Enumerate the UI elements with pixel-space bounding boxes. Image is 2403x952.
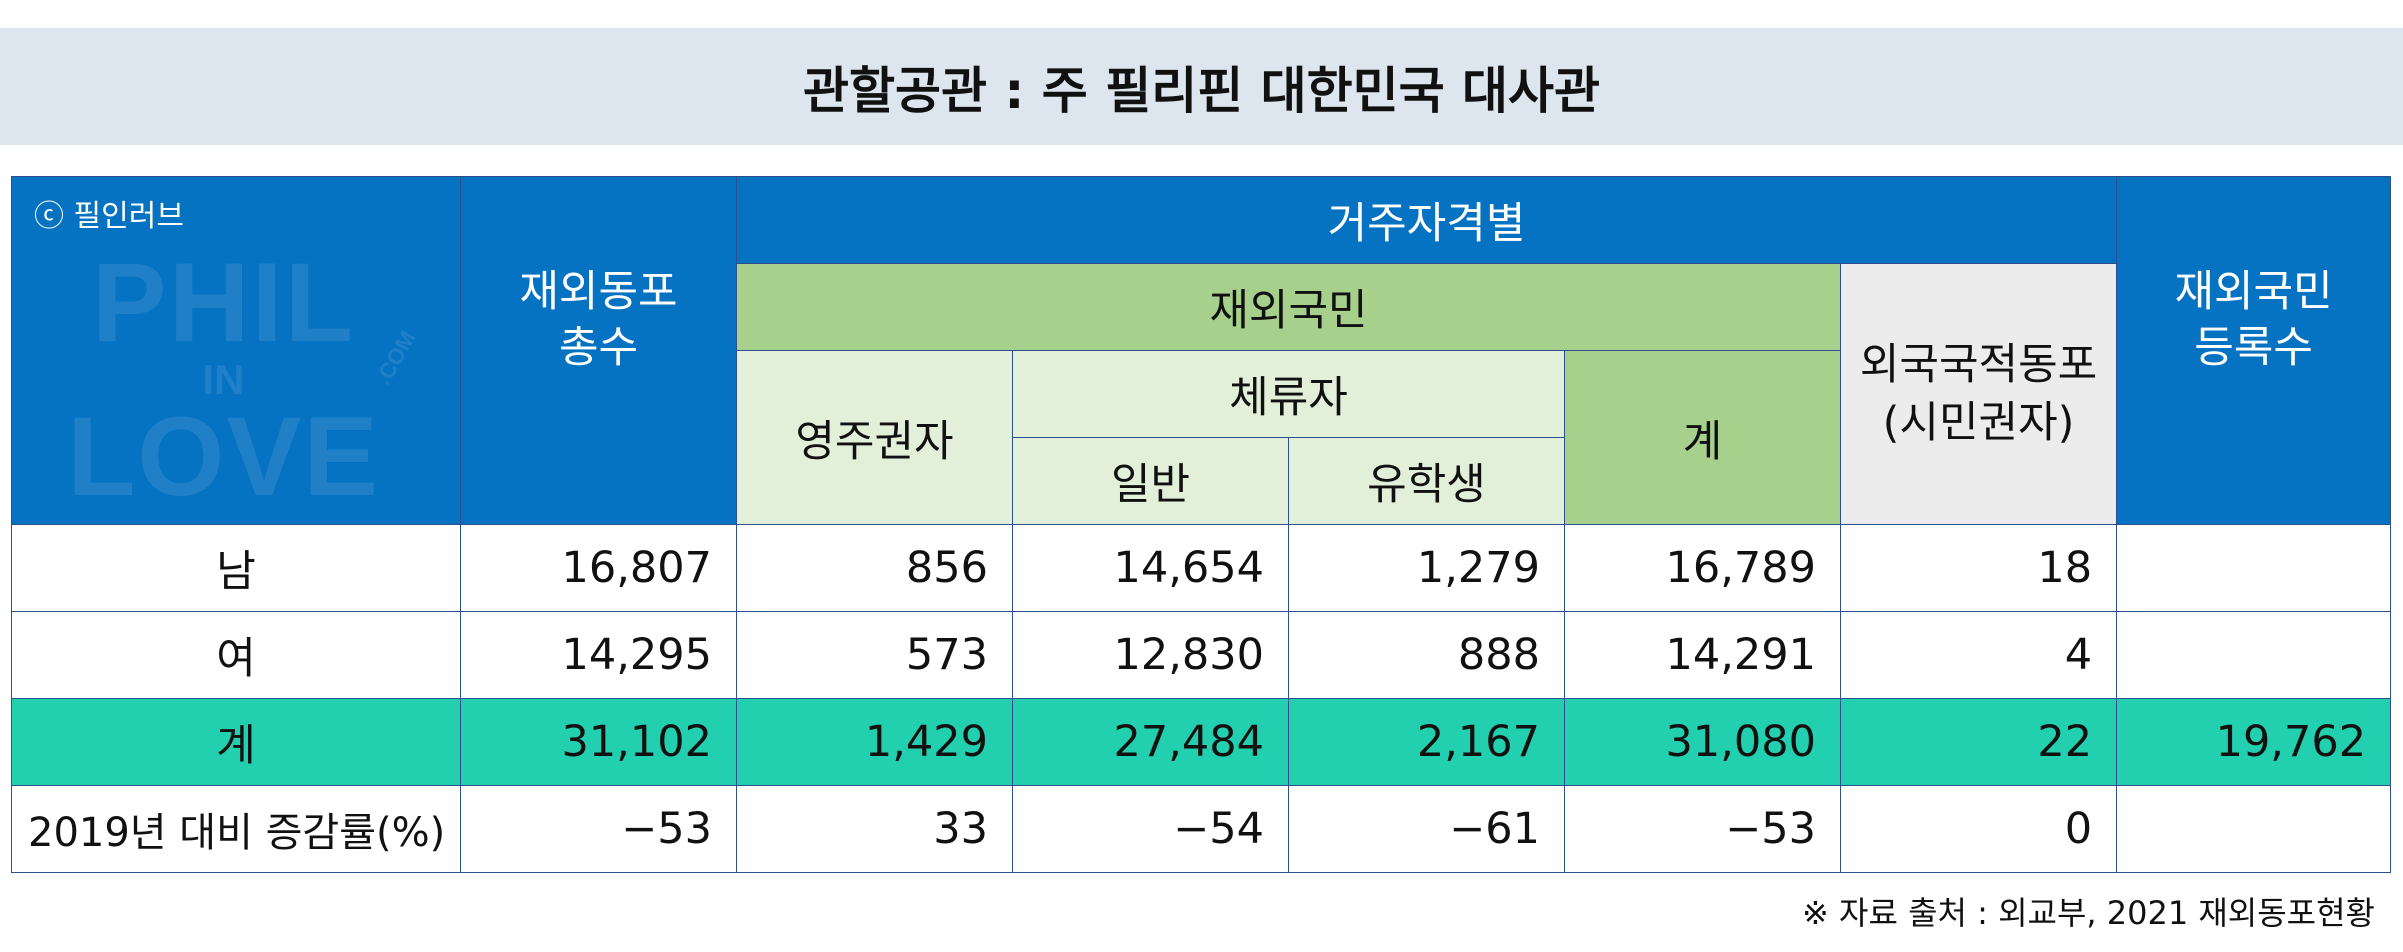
cell-registered bbox=[2116, 611, 2392, 699]
table-row-male: 남 16,807 856 14,654 1,279 16,789 18 bbox=[11, 524, 2392, 612]
row-label: 여 bbox=[11, 611, 461, 699]
cell-general: 27,484 bbox=[1012, 698, 1289, 786]
cell-total: 14,295 bbox=[460, 611, 737, 699]
cell-general: 12,830 bbox=[1012, 611, 1289, 699]
watermark-cell: ⓒ 필인러브 PHIL IN LOVE .COM bbox=[11, 176, 461, 525]
cell-subtotal: 31,080 bbox=[1564, 698, 1841, 786]
cell-registered bbox=[2116, 785, 2392, 873]
statistics-table: ⓒ 필인러브 PHIL IN LOVE .COM 재외동포 총수 거주자격별 재… bbox=[11, 176, 2392, 873]
header-permanent: 영주권자 bbox=[736, 350, 1013, 525]
cell-students: −61 bbox=[1288, 785, 1565, 873]
cell-subtotal: −53 bbox=[1564, 785, 1841, 873]
cell-total: −53 bbox=[460, 785, 737, 873]
cell-foreign: 0 bbox=[1839, 785, 2118, 873]
cell-permanent: 573 bbox=[736, 611, 1013, 699]
header-subtotal: 계 bbox=[1564, 350, 1841, 525]
table-row-female: 여 14,295 573 12,830 888 14,291 4 bbox=[11, 611, 2392, 699]
source-note: ※ 자료 출처 : 외교부, 2021 재외동포현황 bbox=[1802, 894, 2375, 932]
cell-permanent: 33 bbox=[736, 785, 1013, 873]
cell-general: 14,654 bbox=[1012, 524, 1289, 612]
header-total: 재외동포 총수 bbox=[460, 176, 737, 525]
header-sojourners: 체류자 bbox=[1012, 350, 1565, 438]
cell-subtotal: 16,789 bbox=[1564, 524, 1841, 612]
header-by-residence: 거주자격별 bbox=[735, 176, 2118, 264]
row-label: 계 bbox=[11, 698, 461, 786]
header-general: 일반 bbox=[1012, 437, 1289, 525]
header-nationals: 재외국민 bbox=[736, 263, 1841, 351]
cell-registered bbox=[2116, 524, 2392, 612]
cell-total: 31,102 bbox=[460, 698, 737, 786]
cell-foreign: 22 bbox=[1839, 698, 2118, 786]
cell-students: 2,167 bbox=[1288, 698, 1565, 786]
row-label: 2019년 대비 증감률(%) bbox=[11, 785, 461, 873]
title-bar: 관할공관 : 주 필리핀 대한민국 대사관 bbox=[0, 28, 2403, 145]
cell-permanent: 856 bbox=[736, 524, 1013, 612]
cell-students: 1,279 bbox=[1288, 524, 1565, 612]
cell-total: 16,807 bbox=[460, 524, 737, 612]
table-row-total: 계 31,102 1,429 27,484 2,167 31,080 22 19… bbox=[11, 698, 2392, 786]
cell-subtotal: 14,291 bbox=[1564, 611, 1841, 699]
cell-foreign: 4 bbox=[1839, 611, 2118, 699]
cell-foreign: 18 bbox=[1839, 524, 2118, 612]
table-row-change-rate: 2019년 대비 증감률(%) −53 33 −54 −61 −53 0 bbox=[11, 785, 2392, 873]
cell-students: 888 bbox=[1288, 611, 1565, 699]
header-foreign-nationals: 외국국적동포 (시민권자) bbox=[1839, 263, 2118, 525]
header-registered: 재외국민 등록수 bbox=[2116, 176, 2392, 525]
row-label: 남 bbox=[11, 524, 461, 612]
page-title: 관할공관 : 주 필리핀 대한민국 대사관 bbox=[802, 61, 1601, 120]
header-students: 유학생 bbox=[1288, 437, 1565, 525]
copyright-label: ⓒ 필인러브 bbox=[34, 199, 184, 234]
cell-permanent: 1,429 bbox=[736, 698, 1013, 786]
cell-registered: 19,762 bbox=[2116, 698, 2392, 786]
philinlove-watermark-logo: PHIL IN LOVE .COM bbox=[67, 240, 421, 519]
cell-general: −54 bbox=[1012, 785, 1289, 873]
